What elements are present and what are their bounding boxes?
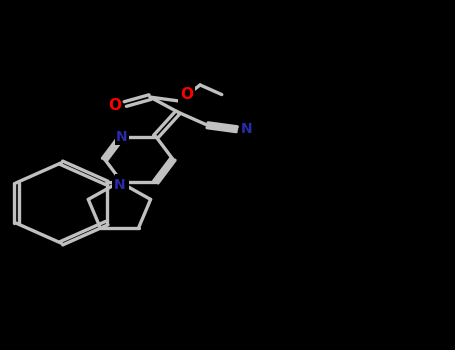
Text: N: N: [241, 122, 253, 136]
Text: O: O: [108, 98, 121, 113]
Text: N: N: [114, 178, 125, 192]
Text: N: N: [116, 130, 127, 144]
Text: O: O: [180, 87, 193, 102]
Text: N: N: [116, 175, 127, 189]
